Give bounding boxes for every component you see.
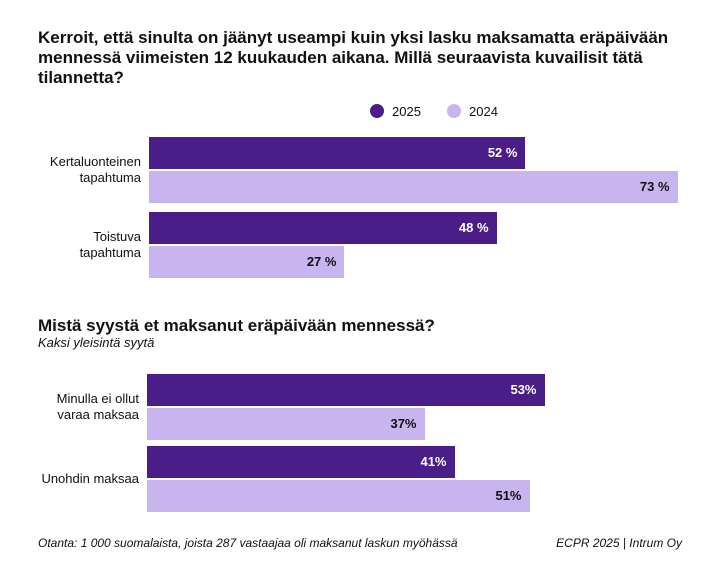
legend-swatch xyxy=(447,104,461,118)
chart-title: Kerroit, että sinulta on jäänyt useampi … xyxy=(38,28,669,87)
category-label: Unohdin maksaa xyxy=(41,471,139,486)
value-label: 51% xyxy=(495,488,522,503)
legend-label: 2025 xyxy=(392,103,421,119)
category-label: Toistuva tapahtuma xyxy=(79,229,141,260)
category-label: Kertaluonteinen tapahtuma xyxy=(49,154,141,185)
value-label: 52 % xyxy=(487,145,518,160)
legend-item: 2025 xyxy=(370,103,421,119)
value-label: 48 % xyxy=(458,220,489,235)
bar xyxy=(147,446,455,478)
legend-label: 2024 xyxy=(469,103,498,119)
footer-note: Otanta: 1 000 suomalaista, joista 287 va… xyxy=(38,536,458,550)
value-label: 41% xyxy=(420,454,447,469)
legend-swatch xyxy=(370,104,384,118)
bar xyxy=(147,480,530,512)
category-label: Minulla ei ollut varaa maksaa xyxy=(56,391,139,422)
chart-subtitle: Kaksi yleisintä syytä xyxy=(38,335,155,350)
bar xyxy=(149,137,526,169)
value-label: 73 % xyxy=(639,179,670,194)
bar xyxy=(149,212,497,244)
bar xyxy=(147,408,425,440)
value-label: 37% xyxy=(390,416,417,431)
bar xyxy=(149,246,345,278)
footer-source: ECPR 2025 | Intrum Oy xyxy=(556,536,682,550)
legend-item: 2024 xyxy=(447,103,498,119)
bar xyxy=(149,171,678,203)
value-label: 27 % xyxy=(306,254,337,269)
bar xyxy=(147,374,545,406)
chart-title: Mistä syystä et maksanut eräpäivään menn… xyxy=(38,316,435,335)
value-label: 53% xyxy=(510,382,537,397)
